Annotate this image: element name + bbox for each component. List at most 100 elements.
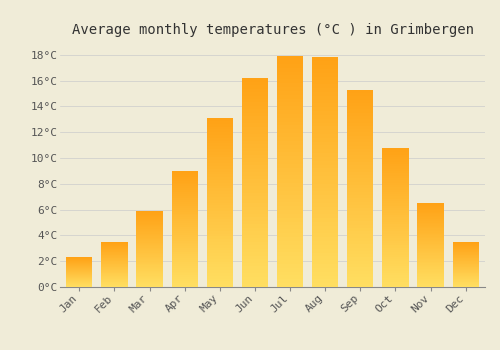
Bar xyxy=(206,155,233,158)
Bar xyxy=(347,208,374,211)
Bar xyxy=(418,248,444,249)
Bar xyxy=(382,210,408,213)
Bar xyxy=(206,163,233,166)
Bar xyxy=(206,141,233,144)
Bar xyxy=(418,269,444,270)
Bar xyxy=(242,207,268,210)
Bar xyxy=(382,171,408,173)
Bar xyxy=(172,219,198,221)
Bar xyxy=(418,203,444,205)
Bar xyxy=(277,252,303,256)
Bar xyxy=(102,276,128,277)
Bar xyxy=(382,229,408,231)
Bar xyxy=(206,253,233,256)
Bar xyxy=(452,261,479,262)
Bar xyxy=(312,61,338,65)
Bar xyxy=(206,265,233,267)
Bar xyxy=(206,239,233,242)
Bar xyxy=(206,197,233,200)
Bar xyxy=(136,239,162,240)
Bar xyxy=(382,266,408,268)
Bar xyxy=(418,232,444,234)
Bar xyxy=(66,284,92,285)
Bar xyxy=(206,273,233,276)
Bar xyxy=(172,244,198,246)
Bar xyxy=(136,255,162,257)
Bar xyxy=(242,259,268,262)
Bar xyxy=(102,253,128,254)
Bar xyxy=(312,218,338,222)
Bar xyxy=(277,248,303,252)
Bar xyxy=(452,285,479,286)
Bar xyxy=(418,213,444,214)
Bar xyxy=(347,122,374,126)
Bar xyxy=(172,237,198,239)
Bar xyxy=(206,172,233,174)
Bar xyxy=(136,250,162,252)
Bar xyxy=(102,254,128,255)
Bar xyxy=(312,272,338,275)
Bar xyxy=(418,224,444,225)
Bar xyxy=(102,280,128,281)
Bar xyxy=(102,281,128,282)
Bar xyxy=(452,273,479,274)
Bar xyxy=(312,184,338,188)
Bar xyxy=(242,117,268,120)
Bar xyxy=(382,240,408,243)
Bar xyxy=(136,236,162,238)
Bar xyxy=(102,250,128,251)
Bar xyxy=(277,118,303,121)
Bar xyxy=(347,254,374,257)
Bar xyxy=(242,200,268,203)
Bar xyxy=(242,183,268,186)
Bar xyxy=(418,280,444,281)
Bar xyxy=(242,158,268,162)
Bar xyxy=(312,119,338,122)
Bar xyxy=(102,245,128,246)
Bar xyxy=(206,160,233,163)
Bar xyxy=(277,175,303,179)
Bar xyxy=(347,113,374,116)
Bar xyxy=(312,275,338,279)
Bar xyxy=(452,276,479,277)
Bar xyxy=(452,245,479,246)
Bar xyxy=(136,253,162,254)
Bar xyxy=(452,279,479,280)
Bar xyxy=(418,246,444,248)
Bar xyxy=(242,217,268,221)
Bar xyxy=(382,155,408,157)
Bar xyxy=(172,192,198,194)
Bar xyxy=(347,178,374,182)
Bar xyxy=(242,155,268,158)
Bar xyxy=(312,230,338,233)
Bar xyxy=(277,152,303,156)
Bar xyxy=(172,283,198,285)
Bar xyxy=(277,233,303,237)
Bar xyxy=(102,252,128,253)
Bar xyxy=(242,193,268,196)
Bar xyxy=(277,191,303,195)
Bar xyxy=(172,256,198,258)
Bar xyxy=(312,80,338,84)
Bar xyxy=(66,267,92,268)
Bar xyxy=(418,277,444,279)
Bar xyxy=(382,247,408,250)
Bar xyxy=(277,114,303,118)
Bar xyxy=(347,274,374,277)
Bar xyxy=(418,206,444,207)
Bar xyxy=(382,217,408,220)
Bar xyxy=(172,194,198,196)
Bar xyxy=(206,186,233,188)
Bar xyxy=(242,284,268,287)
Bar xyxy=(277,214,303,218)
Bar xyxy=(452,262,479,263)
Bar xyxy=(66,281,92,282)
Bar xyxy=(312,92,338,96)
Bar xyxy=(66,266,92,267)
Bar xyxy=(206,144,233,146)
Bar xyxy=(312,233,338,237)
Bar xyxy=(312,157,338,161)
Bar xyxy=(382,173,408,176)
Bar xyxy=(66,273,92,274)
Bar xyxy=(418,272,444,273)
